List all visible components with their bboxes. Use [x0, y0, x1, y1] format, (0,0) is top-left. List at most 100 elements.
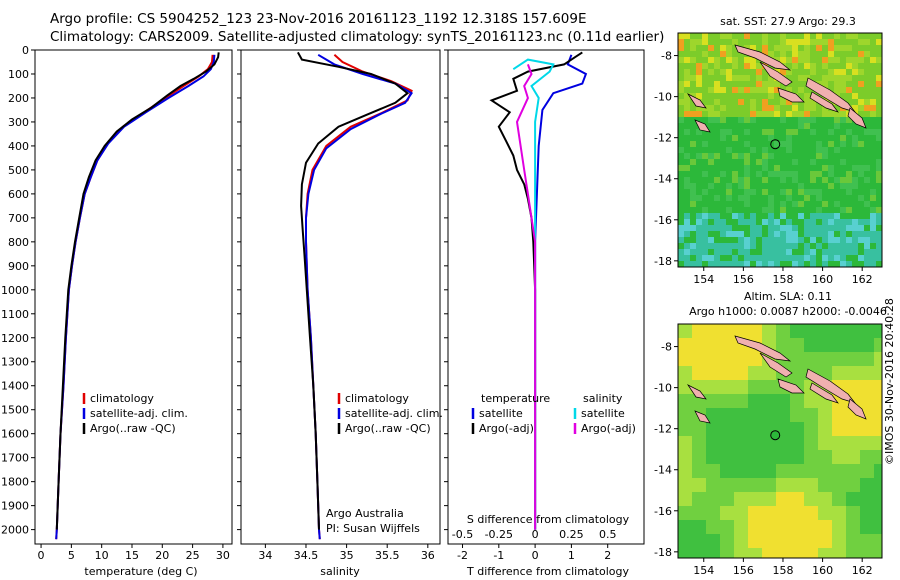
sst_map-cell: [780, 99, 787, 106]
credit-pi: PI: Susan Wijffels: [326, 522, 420, 535]
sst_map-cell: [696, 87, 703, 94]
sst_map-cell: [780, 123, 787, 130]
temperature-xtick-label: 25: [186, 549, 200, 562]
sst_map-cell: [726, 111, 733, 118]
sst_map-cell: [840, 219, 847, 226]
sst_map-cell: [846, 33, 853, 40]
sst_map-cell: [816, 177, 823, 184]
sst_map-cell: [822, 81, 829, 88]
sst_map-cell: [762, 237, 769, 244]
sst_map-cell: [816, 105, 823, 112]
sst_map-cell: [726, 159, 733, 166]
sst_map-cell: [702, 33, 709, 40]
sst_map-cell: [786, 141, 793, 148]
sst_map-cell: [750, 93, 757, 100]
sst_map-cell: [720, 213, 727, 220]
sst_map-cell: [804, 141, 811, 148]
sst_map-cell: [786, 153, 793, 160]
sla_map-cell: [832, 436, 847, 451]
sst_map-cell: [768, 207, 775, 214]
sla_map-cell: [706, 324, 721, 339]
sst_map-cell: [852, 183, 859, 190]
sst_map-cell: [822, 69, 829, 76]
imos-timestamp: ©IMOS 30-Nov-2016 20:40:28: [883, 298, 896, 465]
sst_map-cell: [702, 171, 709, 178]
sst_map-cell: [834, 183, 841, 190]
sla_map-cell: [706, 492, 721, 507]
sst_map-cell: [678, 87, 685, 94]
sst_map-cell: [810, 261, 817, 267]
sla_map-cell: [776, 324, 791, 339]
sst_map-cell: [690, 201, 697, 208]
sst_map-cell: [714, 243, 721, 250]
sst_map-cell: [864, 237, 871, 244]
depth-tick-label: 900: [8, 260, 29, 273]
sst_map-cell: [780, 225, 787, 232]
sst_map-cell: [732, 147, 739, 154]
sst_map-cell: [816, 57, 823, 64]
sst_map-cell: [876, 165, 882, 172]
sst_map-cell: [798, 261, 805, 267]
sst_map-cell: [690, 261, 697, 267]
sst_map-cell: [726, 123, 733, 130]
sst_map-cell: [840, 177, 847, 184]
sst_map-cell: [852, 75, 859, 82]
sst_map-cell: [840, 231, 847, 238]
sst_map-cell: [846, 153, 853, 160]
sla_map-cell: [874, 436, 882, 451]
sst_map-cell: [726, 255, 733, 262]
sst_map-cell: [774, 213, 781, 220]
sst_map-cell: [678, 255, 685, 262]
sla_map-cell: [790, 450, 805, 465]
sst_map-cell: [744, 159, 751, 166]
sst_map-cell: [846, 39, 853, 46]
sst_map-cell: [870, 147, 877, 154]
sst_map-cell: [744, 177, 751, 184]
sst_map-cell: [864, 141, 871, 148]
sst_map-cell: [852, 51, 859, 58]
sst_map-cell: [702, 81, 709, 88]
sst_map-cell: [828, 51, 835, 58]
sst_map-cell: [738, 147, 745, 154]
sst_map-cell: [840, 39, 847, 46]
sst_map-cell: [792, 207, 799, 214]
sst_map-cell: [804, 201, 811, 208]
sst_map-cell: [876, 159, 882, 166]
sst_map-cell: [858, 111, 865, 118]
title-line-1: Argo profile: CS 5904252_123 23-Nov-2016…: [50, 11, 587, 27]
sst_map-cell: [804, 45, 811, 52]
sst_map-cell: [804, 237, 811, 244]
sst_map-cell: [768, 171, 775, 178]
sla_map-cell: [706, 338, 721, 353]
sst_map-cell: [708, 63, 715, 70]
sst_map-ytick-label: -18: [654, 255, 672, 268]
sla_map-cell: [692, 422, 707, 437]
sst_map-cell: [792, 63, 799, 70]
sst_map-cell: [750, 99, 757, 106]
sst_map-cell: [684, 123, 691, 130]
sla_map-cell: [762, 324, 777, 339]
sst_map-cell: [762, 255, 769, 262]
sst_map-cell: [810, 237, 817, 244]
sst_map-cell: [756, 243, 763, 250]
sla_map-cell: [832, 352, 847, 367]
sla_map-cell: [832, 492, 847, 507]
sst_map-cell: [726, 213, 733, 220]
sst_map-cell: [702, 195, 709, 202]
sst_map-cell: [822, 147, 829, 154]
sst_map-frame: [677, 32, 883, 268]
sla_map-cell: [874, 324, 882, 339]
sst_map-cell: [798, 243, 805, 250]
sst_map-cell: [678, 171, 685, 178]
sst_map-cell: [822, 33, 829, 40]
sst_map-cell: [780, 39, 787, 46]
sst_map-cell: [792, 111, 799, 118]
sst_map-cell: [834, 69, 841, 76]
sst_map-cell: [846, 129, 853, 136]
sst_map-cell: [792, 171, 799, 178]
sla_map-cell: [860, 492, 875, 507]
sla_map-cell: [818, 506, 833, 521]
sst_map-cell: [834, 81, 841, 88]
sst_map-cell: [870, 111, 877, 118]
sst_map-cell: [720, 249, 727, 256]
